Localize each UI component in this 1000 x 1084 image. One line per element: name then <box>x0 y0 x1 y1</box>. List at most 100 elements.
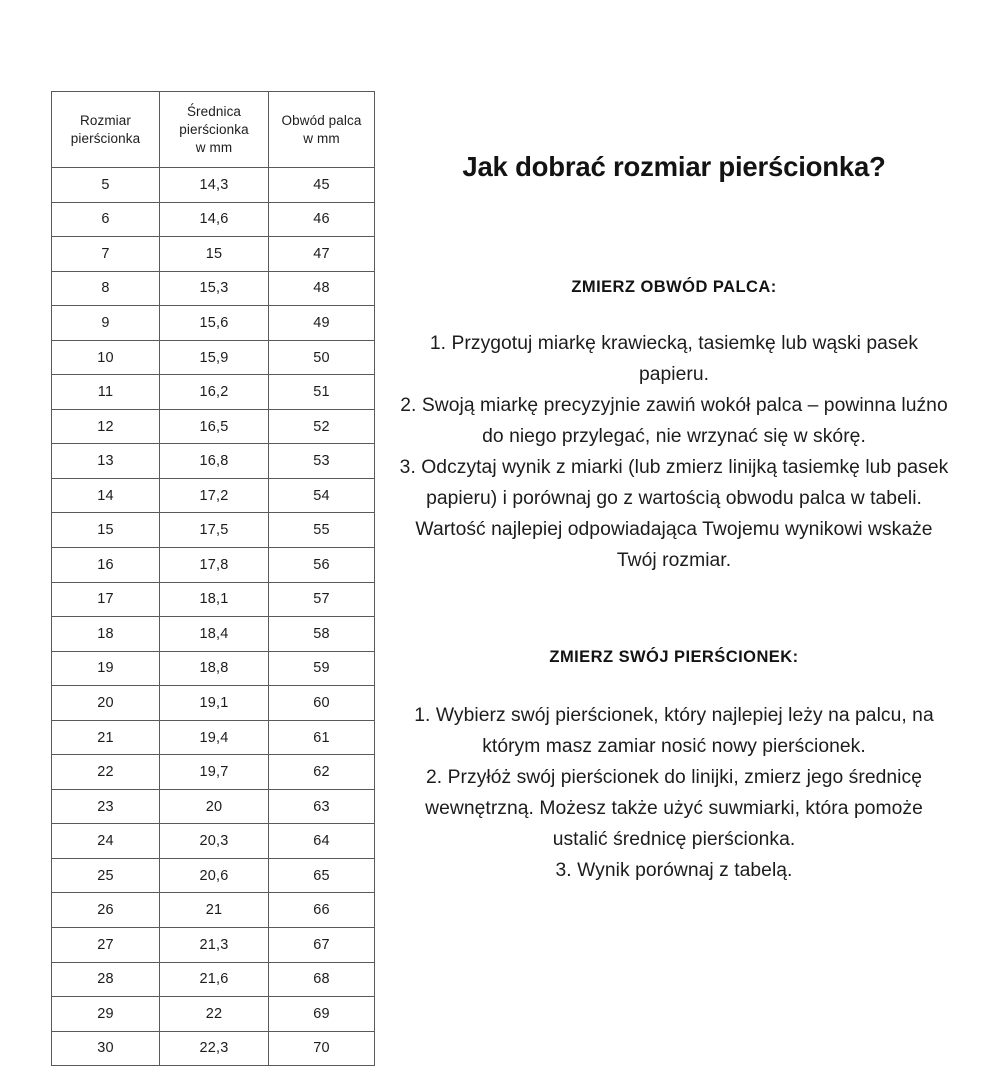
table-row: 21 19,4 61 <box>51 719 375 756</box>
table-row: 9 15,6 49 <box>51 305 375 341</box>
cell-ring-diameter: 15 <box>159 236 269 272</box>
table-row: 20 19,1 60 <box>51 685 375 721</box>
cell-ring-diameter: 14,3 <box>159 167 269 203</box>
ring-size-table-container: Rozmiar pierścionka Średnica pierścionka… <box>51 91 375 1067</box>
table-row: 25 20,6 65 <box>51 857 375 894</box>
section-measure-ring: ZMIERZ SWÓJ PIERŚCIONEK: 1. Wybierz swój… <box>398 646 950 886</box>
table-row: 15 17,5 55 <box>51 512 375 549</box>
table-row: 7 15 47 <box>51 236 375 272</box>
cell-ring-size: 29 <box>51 996 160 1032</box>
header-line: pierścionka <box>179 121 249 137</box>
table-row: 12 16,5 52 <box>51 408 375 445</box>
cell-ring-size: 20 <box>51 685 160 721</box>
cell-ring-size: 25 <box>51 857 160 894</box>
cell-ring-size: 13 <box>51 443 160 479</box>
cell-finger-circumference: 70 <box>268 1030 375 1067</box>
cell-finger-circumference: 62 <box>268 754 375 790</box>
cell-ring-size: 30 <box>51 1030 160 1067</box>
cell-finger-circumference: 56 <box>268 547 375 583</box>
cell-finger-circumference: 49 <box>268 305 375 341</box>
table-row: 27 21,3 67 <box>51 927 375 963</box>
header-line: pierścionka <box>70 130 141 146</box>
page-title: Jak dobrać rozmiar pierścionka? <box>462 151 886 182</box>
cell-finger-circumference: 50 <box>268 339 375 376</box>
table-row: 8 15,3 48 <box>51 270 375 307</box>
table-row: 30 22,3 70 <box>51 1030 375 1067</box>
instruction-item: 3. Odczytaj wynik z miarki (lub zmierz l… <box>399 457 949 571</box>
cell-ring-diameter: 15,6 <box>159 305 269 341</box>
cell-finger-circumference: 45 <box>268 167 375 203</box>
section-items-measure-finger: 1. Przygotuj miarkę krawiecką, tasiemkę … <box>398 328 950 576</box>
cell-ring-diameter: 14,6 <box>159 201 269 238</box>
column-header-finger-circumference: Obwód palca w mm <box>268 91 375 168</box>
cell-ring-size: 26 <box>51 892 160 929</box>
cell-ring-size: 10 <box>51 339 160 376</box>
cell-ring-diameter: 19,1 <box>159 685 269 721</box>
cell-finger-circumference: 54 <box>268 477 375 514</box>
ring-size-table: Rozmiar pierścionka Średnica pierścionka… <box>51 91 375 1067</box>
cell-finger-circumference: 68 <box>268 961 375 998</box>
cell-ring-diameter: 18,8 <box>159 650 269 687</box>
cell-ring-size: 8 <box>51 270 160 307</box>
cell-ring-size: 27 <box>51 927 160 963</box>
cell-finger-circumference: 57 <box>268 581 375 618</box>
cell-ring-size: 7 <box>51 236 160 272</box>
instruction-item: 3. Wynik porównaj z tabelą. <box>555 860 793 881</box>
cell-ring-diameter: 16,2 <box>159 374 269 410</box>
instruction-item: 1. Przygotuj miarkę krawiecką, tasiemkę … <box>429 333 919 385</box>
table-row: 6 14,6 46 <box>51 201 375 238</box>
instruction-item: 1. Wybierz swój pierścionek, który najle… <box>414 705 934 757</box>
section-measure-finger: ZMIERZ OBWÓD PALCA: 1. Przygotuj miarkę … <box>398 276 950 576</box>
cell-finger-circumference: 65 <box>268 857 375 894</box>
cell-ring-diameter: 18,1 <box>159 581 269 618</box>
cell-ring-diameter: 15,9 <box>159 339 269 376</box>
header-line: Rozmiar <box>80 112 131 128</box>
cell-ring-diameter: 17,5 <box>159 512 269 549</box>
cell-ring-size: 24 <box>51 823 160 859</box>
cell-ring-diameter: 15,3 <box>159 270 269 307</box>
cell-finger-circumference: 67 <box>268 927 375 963</box>
cell-ring-diameter: 21,3 <box>159 927 269 963</box>
cell-ring-diameter: 21 <box>159 892 269 929</box>
cell-finger-circumference: 51 <box>268 374 375 410</box>
cell-finger-circumference: 64 <box>268 823 375 859</box>
table-row: 29 22 69 <box>51 996 375 1032</box>
cell-ring-diameter: 18,4 <box>159 616 269 652</box>
header-line: Obwód palca <box>281 112 362 128</box>
cell-finger-circumference: 63 <box>268 788 375 825</box>
cell-finger-circumference: 46 <box>268 201 375 238</box>
cell-ring-size: 17 <box>51 581 160 618</box>
table-row: 23 20 63 <box>51 788 375 825</box>
cell-ring-diameter: 20,3 <box>159 823 269 859</box>
instructions-column: Jak dobrać rozmiar pierścionka? ZMIERZ O… <box>398 150 950 886</box>
section-items-measure-ring: 1. Wybierz swój pierścionek, który najle… <box>398 700 950 886</box>
table-row: 19 18,8 59 <box>51 650 375 687</box>
cell-ring-size: 6 <box>51 201 160 238</box>
cell-ring-size: 16 <box>51 547 160 583</box>
table-row: 24 20,3 64 <box>51 823 375 859</box>
header-line: w mm <box>303 130 340 146</box>
cell-ring-size: 15 <box>51 512 160 549</box>
instruction-item: 2. Swoją miarkę precyzyjnie zawiń wokół … <box>400 395 948 447</box>
cell-ring-size: 22 <box>51 754 160 790</box>
cell-finger-circumference: 58 <box>268 616 375 652</box>
table-row: 26 21 66 <box>51 892 375 929</box>
cell-ring-size: 12 <box>51 408 160 445</box>
cell-ring-size: 5 <box>51 167 160 203</box>
cell-ring-size: 21 <box>51 719 160 756</box>
cell-ring-size: 14 <box>51 477 160 514</box>
cell-finger-circumference: 60 <box>268 685 375 721</box>
cell-finger-circumference: 66 <box>268 892 375 929</box>
header-line: Średnica <box>186 103 242 119</box>
cell-ring-diameter: 22 <box>159 996 269 1032</box>
table-body: 5 14,3 45 6 14,6 46 7 15 47 8 15,3 48 9 15,6 49 10 15,9 5… <box>51 167 375 1067</box>
table-header-row: Rozmiar pierścionka Średnica pierścionka… <box>51 91 375 168</box>
cell-ring-diameter: 20,6 <box>159 857 269 894</box>
cell-finger-circumference: 55 <box>268 512 375 549</box>
cell-ring-diameter: 22,3 <box>159 1030 269 1067</box>
cell-ring-size: 18 <box>51 616 160 652</box>
cell-ring-diameter: 20 <box>159 788 269 825</box>
table-row: 22 19,7 62 <box>51 754 375 790</box>
table-head: Rozmiar pierścionka Średnica pierścionka… <box>51 91 375 168</box>
